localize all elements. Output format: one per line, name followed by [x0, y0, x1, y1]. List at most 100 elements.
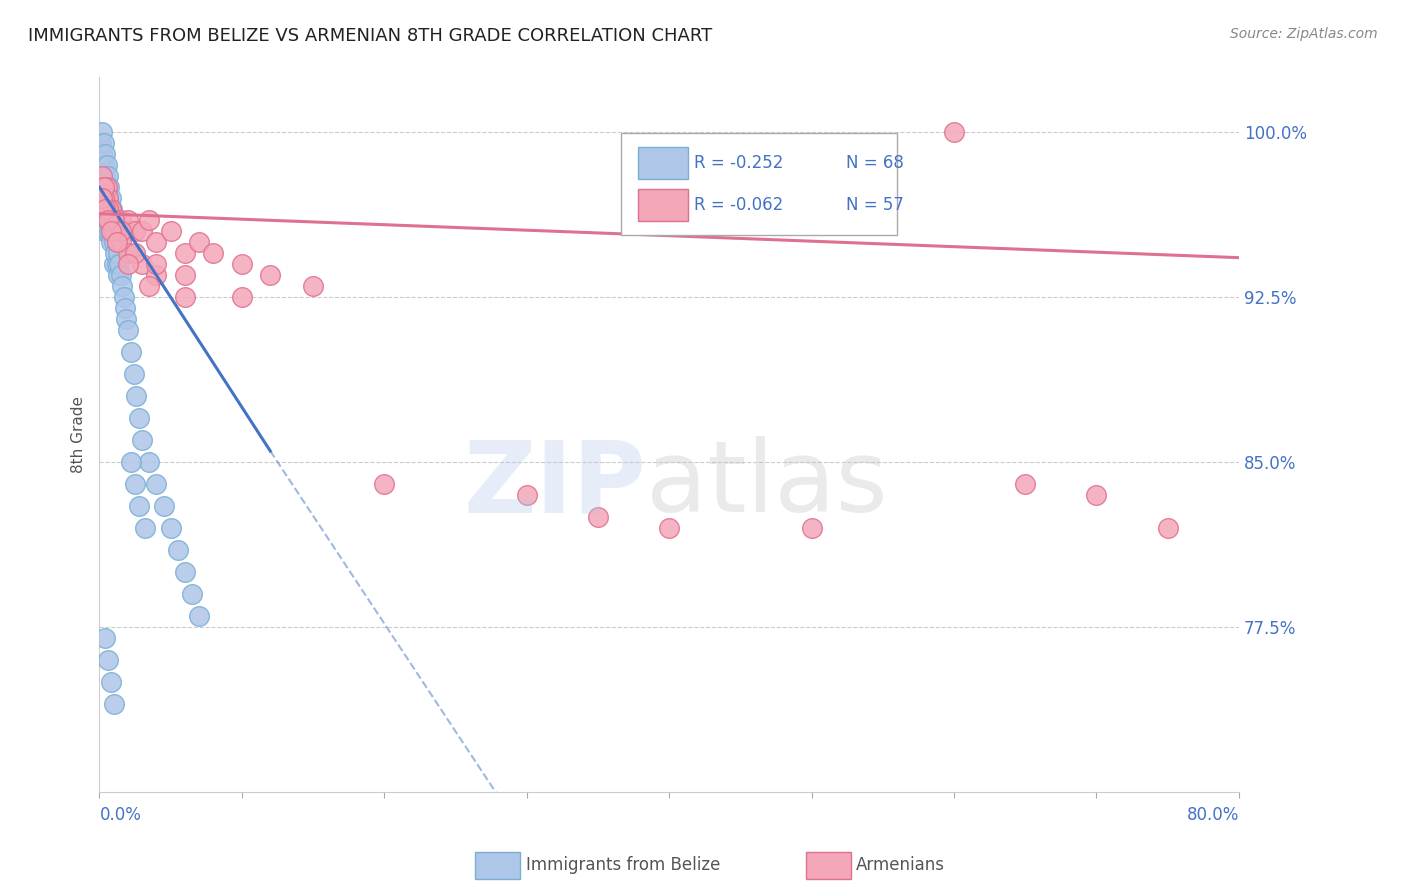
Point	[97, 169, 120, 184]
Point	[302, 279, 325, 293]
Point	[90, 158, 112, 172]
Point	[138, 279, 160, 293]
Point	[96, 180, 118, 194]
Point	[97, 191, 120, 205]
Point	[98, 180, 121, 194]
Y-axis label: 8th Grade: 8th Grade	[72, 396, 86, 473]
Point	[231, 257, 253, 271]
Point	[93, 158, 115, 172]
Point	[105, 213, 128, 227]
Point	[93, 180, 115, 194]
Point	[103, 224, 125, 238]
Point	[114, 224, 136, 238]
Point	[96, 180, 118, 194]
Point	[152, 499, 174, 513]
Point	[96, 224, 118, 238]
Point	[231, 290, 253, 304]
Point	[100, 202, 122, 217]
Point	[131, 433, 153, 447]
Point	[103, 697, 125, 711]
Point	[138, 455, 160, 469]
Point	[124, 477, 146, 491]
Point	[1014, 477, 1036, 491]
Text: IMMIGRANTS FROM BELIZE VS ARMENIAN 8TH GRADE CORRELATION CHART: IMMIGRANTS FROM BELIZE VS ARMENIAN 8TH G…	[28, 27, 713, 45]
Point	[1085, 488, 1108, 502]
Point	[108, 257, 131, 271]
Point	[98, 202, 121, 217]
Point	[94, 147, 117, 161]
Point	[93, 191, 115, 205]
Point	[800, 521, 823, 535]
Point	[94, 631, 117, 645]
Point	[124, 224, 146, 238]
Point	[131, 257, 153, 271]
Point	[942, 125, 965, 139]
Point	[93, 202, 115, 217]
Point	[101, 202, 124, 217]
Point	[90, 180, 112, 194]
Point	[110, 235, 132, 250]
Point	[259, 268, 281, 283]
Point	[93, 224, 115, 238]
Point	[100, 235, 122, 250]
Point	[114, 301, 136, 316]
Point	[91, 169, 114, 184]
Point	[173, 246, 195, 260]
Point	[98, 224, 121, 238]
Point	[110, 213, 132, 227]
Point	[104, 224, 127, 238]
Point	[117, 257, 139, 271]
Point	[124, 246, 146, 260]
Point	[90, 136, 112, 151]
Point	[100, 224, 122, 238]
Point	[112, 290, 135, 304]
Point	[97, 213, 120, 227]
Point	[90, 202, 112, 217]
Point	[111, 279, 134, 293]
Point	[138, 213, 160, 227]
Point	[98, 202, 121, 217]
Point	[101, 224, 124, 238]
Point	[125, 389, 148, 403]
Point	[131, 224, 153, 238]
Point	[166, 543, 188, 558]
Point	[128, 411, 150, 425]
Point	[145, 477, 167, 491]
Point	[93, 180, 115, 194]
Text: Immigrants from Belize: Immigrants from Belize	[526, 856, 720, 874]
Point	[96, 202, 118, 217]
Point	[188, 235, 211, 250]
Point	[103, 213, 125, 227]
Point	[94, 202, 117, 217]
Point	[100, 674, 122, 689]
Point	[181, 587, 204, 601]
Point	[145, 235, 167, 250]
Point	[91, 191, 114, 205]
Point	[98, 213, 121, 227]
Point	[202, 246, 225, 260]
Point	[117, 323, 139, 337]
Point	[122, 367, 145, 381]
Point	[91, 125, 114, 139]
Point	[91, 191, 114, 205]
Point	[93, 180, 115, 194]
Point	[94, 191, 117, 205]
Point	[105, 257, 128, 271]
Text: ZIP: ZIP	[464, 436, 647, 533]
Point	[159, 521, 181, 535]
Point	[94, 169, 117, 184]
Point	[100, 191, 122, 205]
Point	[107, 246, 129, 260]
Point	[173, 565, 195, 579]
Text: R = -0.252: R = -0.252	[695, 154, 783, 172]
Point	[159, 224, 181, 238]
Point	[173, 290, 195, 304]
Point	[104, 246, 127, 260]
Point	[93, 136, 115, 151]
Point	[94, 191, 117, 205]
Point	[134, 521, 156, 535]
Text: atlas: atlas	[647, 436, 889, 533]
Point	[658, 521, 681, 535]
Point	[105, 235, 128, 250]
Point	[145, 268, 167, 283]
